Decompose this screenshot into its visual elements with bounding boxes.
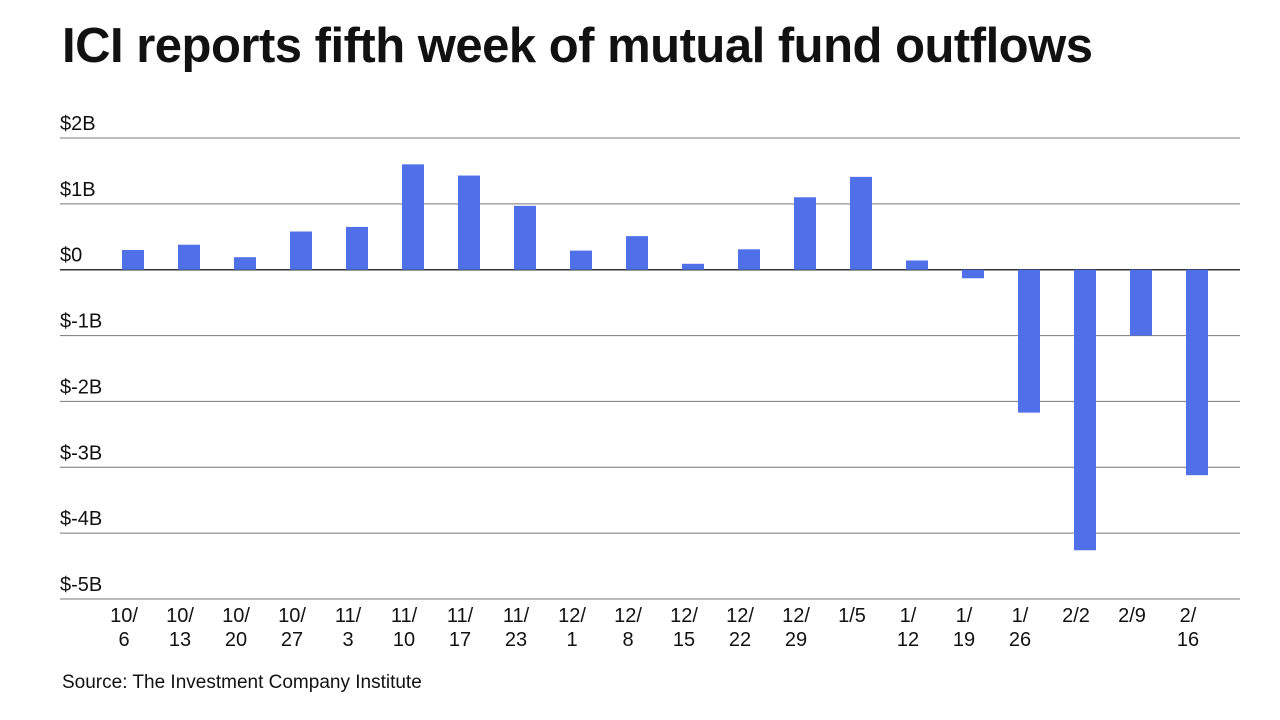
x-tick-label: 1/12 <box>897 605 919 651</box>
x-tick-label: 12/15 <box>670 605 698 651</box>
x-tick-label: 2/16 <box>1177 605 1199 651</box>
x-tick-label: 1/19 <box>953 605 975 651</box>
y-tick-label: $-4B <box>60 508 102 530</box>
source-note: Source: The Investment Company Institute <box>62 672 422 693</box>
bar <box>794 197 816 270</box>
y-tick-label: $-1B <box>60 311 102 333</box>
chart-title: ICI reports fifth week of mutual fund ou… <box>62 19 1093 73</box>
bar <box>682 263 704 270</box>
y-tick-label: $-2B <box>60 376 102 398</box>
bar <box>346 226 368 270</box>
x-tick-label: 10/6 <box>110 605 138 651</box>
x-tick-label: 11/17 <box>447 605 474 651</box>
bar <box>1130 269 1152 336</box>
bar <box>1186 269 1208 476</box>
x-tick-label: 10/27 <box>278 605 306 651</box>
y-tick-label: $1B <box>60 179 96 201</box>
bar <box>626 236 648 270</box>
y-tick-label: $-3B <box>60 442 102 464</box>
x-tick-label: 2/9 <box>1118 605 1146 627</box>
x-tick-label: 12/29 <box>782 605 810 651</box>
y-tick-label: $0 <box>60 245 82 267</box>
bar <box>1018 269 1040 413</box>
x-tick-label: 11/10 <box>391 605 418 651</box>
x-tick-label: 11/23 <box>503 605 530 651</box>
x-tick-label: 2/2 <box>1062 605 1090 627</box>
bar <box>290 231 312 270</box>
x-tick-label: 11/3 <box>335 605 362 651</box>
bar <box>906 260 928 270</box>
bar <box>570 250 592 270</box>
bar <box>514 205 536 270</box>
x-tick-label: 1/26 <box>1009 605 1031 651</box>
y-tick-label: $-5B <box>60 574 102 596</box>
x-tick-label: 12/8 <box>614 605 642 651</box>
x-tick-label: 10/13 <box>166 605 194 651</box>
y-tick-label: $2B <box>60 113 96 135</box>
x-tick-label: 10/20 <box>222 605 250 651</box>
bar <box>1074 269 1096 551</box>
x-tick-label: 12/1 <box>558 605 586 651</box>
bar <box>402 164 424 270</box>
x-tick-label: 1/5 <box>838 605 866 627</box>
bar <box>458 175 480 270</box>
bar <box>234 257 256 270</box>
bar <box>122 249 144 270</box>
bar <box>850 176 872 270</box>
bar <box>962 269 984 279</box>
x-tick-label: 12/22 <box>726 605 754 651</box>
bar <box>738 249 760 270</box>
bar <box>178 244 200 270</box>
